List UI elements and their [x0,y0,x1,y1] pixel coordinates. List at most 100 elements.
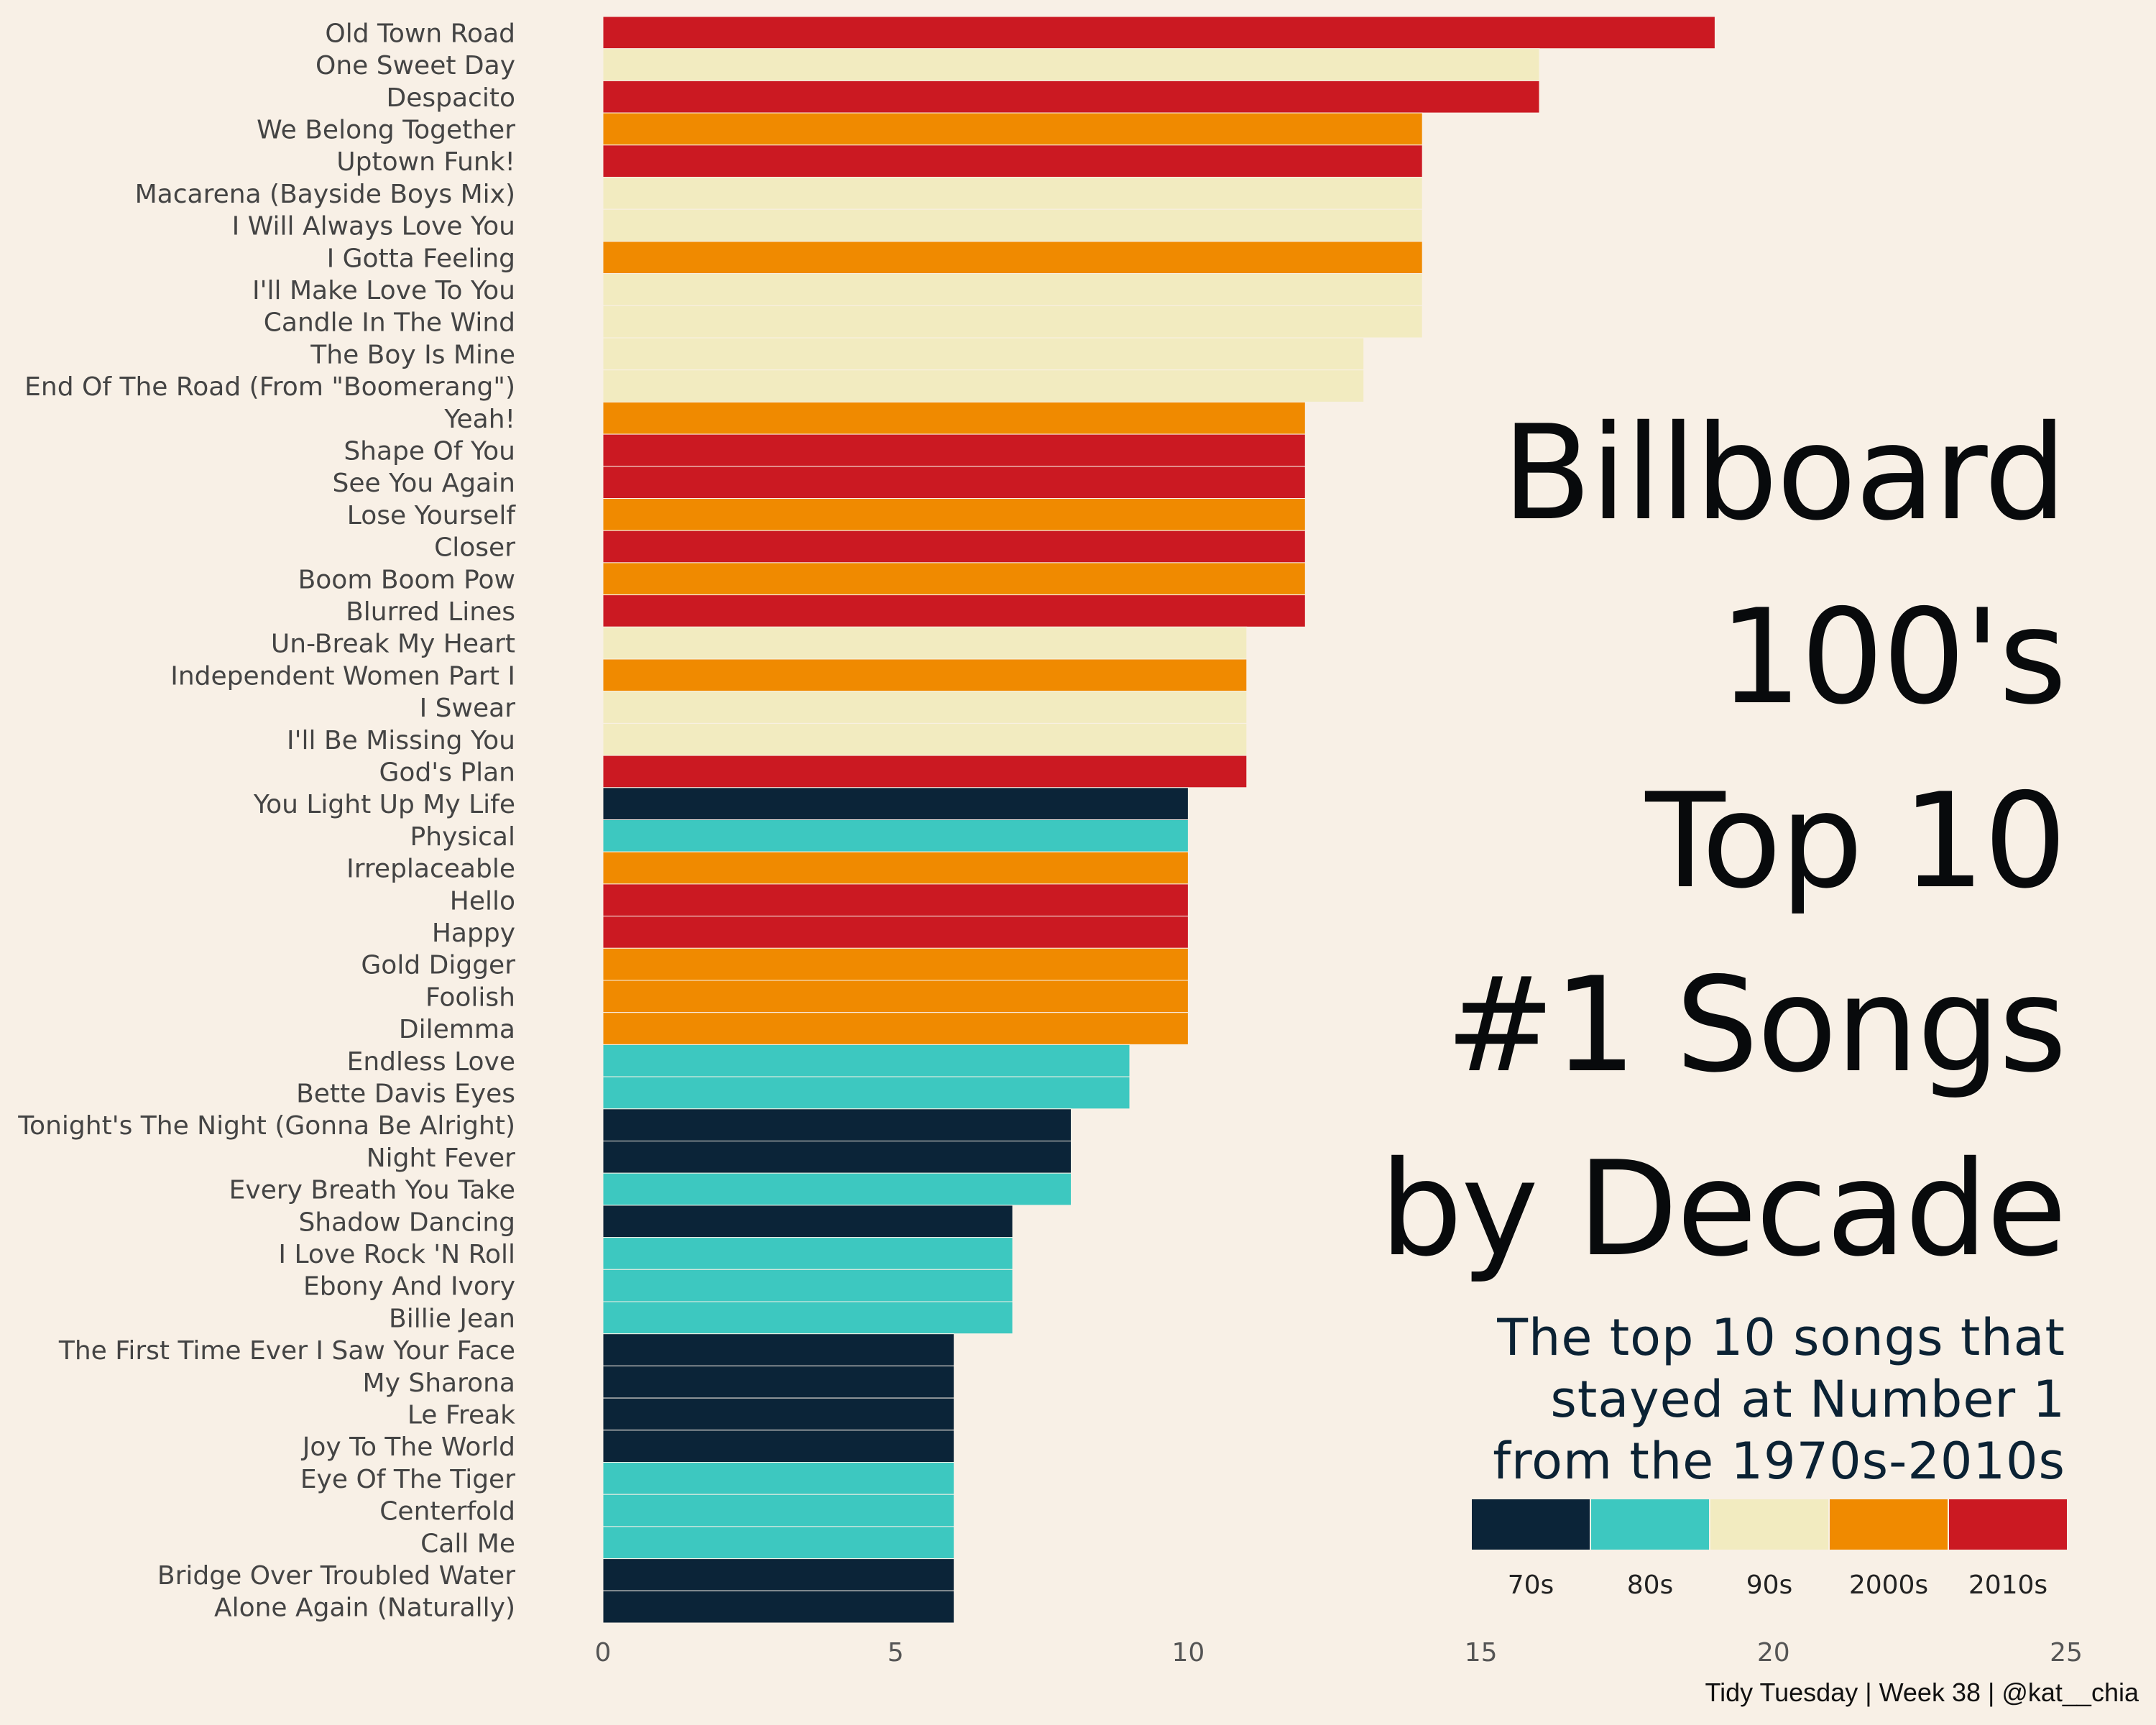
bar [602,1044,1130,1077]
bar [602,144,1423,178]
song-label: Every Breath You Take [229,1176,515,1205]
song-label: Candle In The Wind [264,308,515,338]
song-label: Blurred Lines [346,597,515,627]
x-tick-label: 20 [1757,1638,1790,1668]
bar [602,883,1189,917]
song-label: Hello [450,886,515,916]
song-label: The Boy Is Mine [310,340,515,369]
song-label: You Light Up My Life [253,790,515,819]
bar [602,305,1423,339]
bar [602,241,1423,275]
song-label: Despacito [387,83,515,113]
title-line-5: by Decade [1379,1133,2067,1285]
song-label: See You Again [333,469,515,498]
bar [602,1494,955,1527]
bar [602,1237,1013,1270]
song-label: Eye Of The Tiger [300,1465,515,1494]
song-label: End Of The Road (From "Boomerang") [24,372,515,402]
legend-swatch [1948,1498,2068,1551]
bar [602,433,1306,467]
bar [602,1526,955,1560]
bar [602,1430,955,1463]
song-label: I'll Make Love To You [252,276,515,305]
song-label: Independent Women Part I [170,661,515,691]
legend-label: 2010s [1968,1570,2047,1600]
song-label: Tonight's The Night (Gonna Be Alright) [17,1111,515,1141]
bar [602,1301,1013,1335]
song-label: Un-Break My Heart [271,630,515,659]
bar [602,722,1248,756]
bar [602,1558,955,1591]
chart-title: Billboard 100's Top 10 #1 Songs by Decad… [1203,381,2067,1301]
bar [602,980,1189,1013]
bar [602,530,1306,564]
x-tick-label: 10 [1171,1638,1204,1668]
bar [602,819,1189,852]
song-label: Foolish [425,983,515,1012]
x-tick-label: 15 [1465,1638,1498,1668]
bar [602,755,1248,788]
legend-label: 2000s [1849,1570,1928,1600]
subtitle-line-3: from the 1970s-2010s [1493,1432,2065,1491]
bar [602,1590,955,1624]
song-label: Billie Jean [389,1304,515,1333]
bar [602,369,1365,402]
bar [602,112,1423,146]
legend-label: 90s [1746,1570,1793,1600]
bar [602,80,1540,114]
song-label: Physical [410,822,515,852]
song-label: Closer [434,533,515,563]
bar [602,1205,1013,1238]
song-label: Happy [432,919,515,948]
bar [602,466,1306,499]
song-label: One Sweet Day [315,51,515,80]
bar [602,658,1248,692]
bar [602,1076,1130,1110]
bar [602,916,1189,949]
legend-swatch [1470,1498,1591,1551]
song-label: We Belong Together [257,116,515,145]
bar [602,1108,1072,1142]
legend-swatch [1828,1498,1949,1551]
x-tick-label: 0 [595,1638,612,1668]
bar [602,1141,1072,1174]
song-label: Call Me [420,1529,515,1558]
song-label: Le Freak [407,1401,515,1430]
bar [602,851,1189,885]
bar [602,1012,1189,1045]
bar [602,177,1423,210]
subtitle-line-2: stayed at Number 1 [1550,1370,2065,1429]
song-label: Shape Of You [344,437,515,466]
bar [602,626,1248,660]
bar [602,48,1540,81]
song-label: The First Time Ever I Saw Your Face [58,1336,515,1366]
song-label: Ebony And Ivory [303,1272,515,1302]
legend-label: 80s [1627,1570,1674,1600]
song-label: Yeah! [443,405,515,434]
x-tick-label: 5 [888,1638,904,1668]
title-line-1: Billboard [1501,397,2067,549]
song-label: God's Plan [379,758,515,788]
bar [602,1333,955,1366]
title-line-2: 100's [1718,581,2067,733]
song-label: Bette Davis Eyes [296,1080,515,1109]
song-label: Centerfold [379,1497,515,1527]
legend-swatch [1709,1498,1830,1551]
song-label: I Gotta Feeling [327,244,515,273]
song-label: Lose Yourself [347,501,517,530]
song-label: I Love Rock 'N Roll [278,1240,515,1269]
song-label: Irreplaceable [346,855,515,884]
song-label: Endless Love [347,1047,515,1077]
bar [602,947,1189,981]
bar [602,1269,1013,1302]
song-label: Uptown Funk! [336,147,515,177]
song-label: Dilemma [399,1015,515,1044]
song-label: Alone Again (Naturally) [214,1593,515,1623]
bar [602,401,1306,435]
bar [602,562,1306,596]
song-label: Old Town Road [325,19,515,48]
bar [602,273,1423,306]
song-label: Night Fever [367,1144,515,1173]
